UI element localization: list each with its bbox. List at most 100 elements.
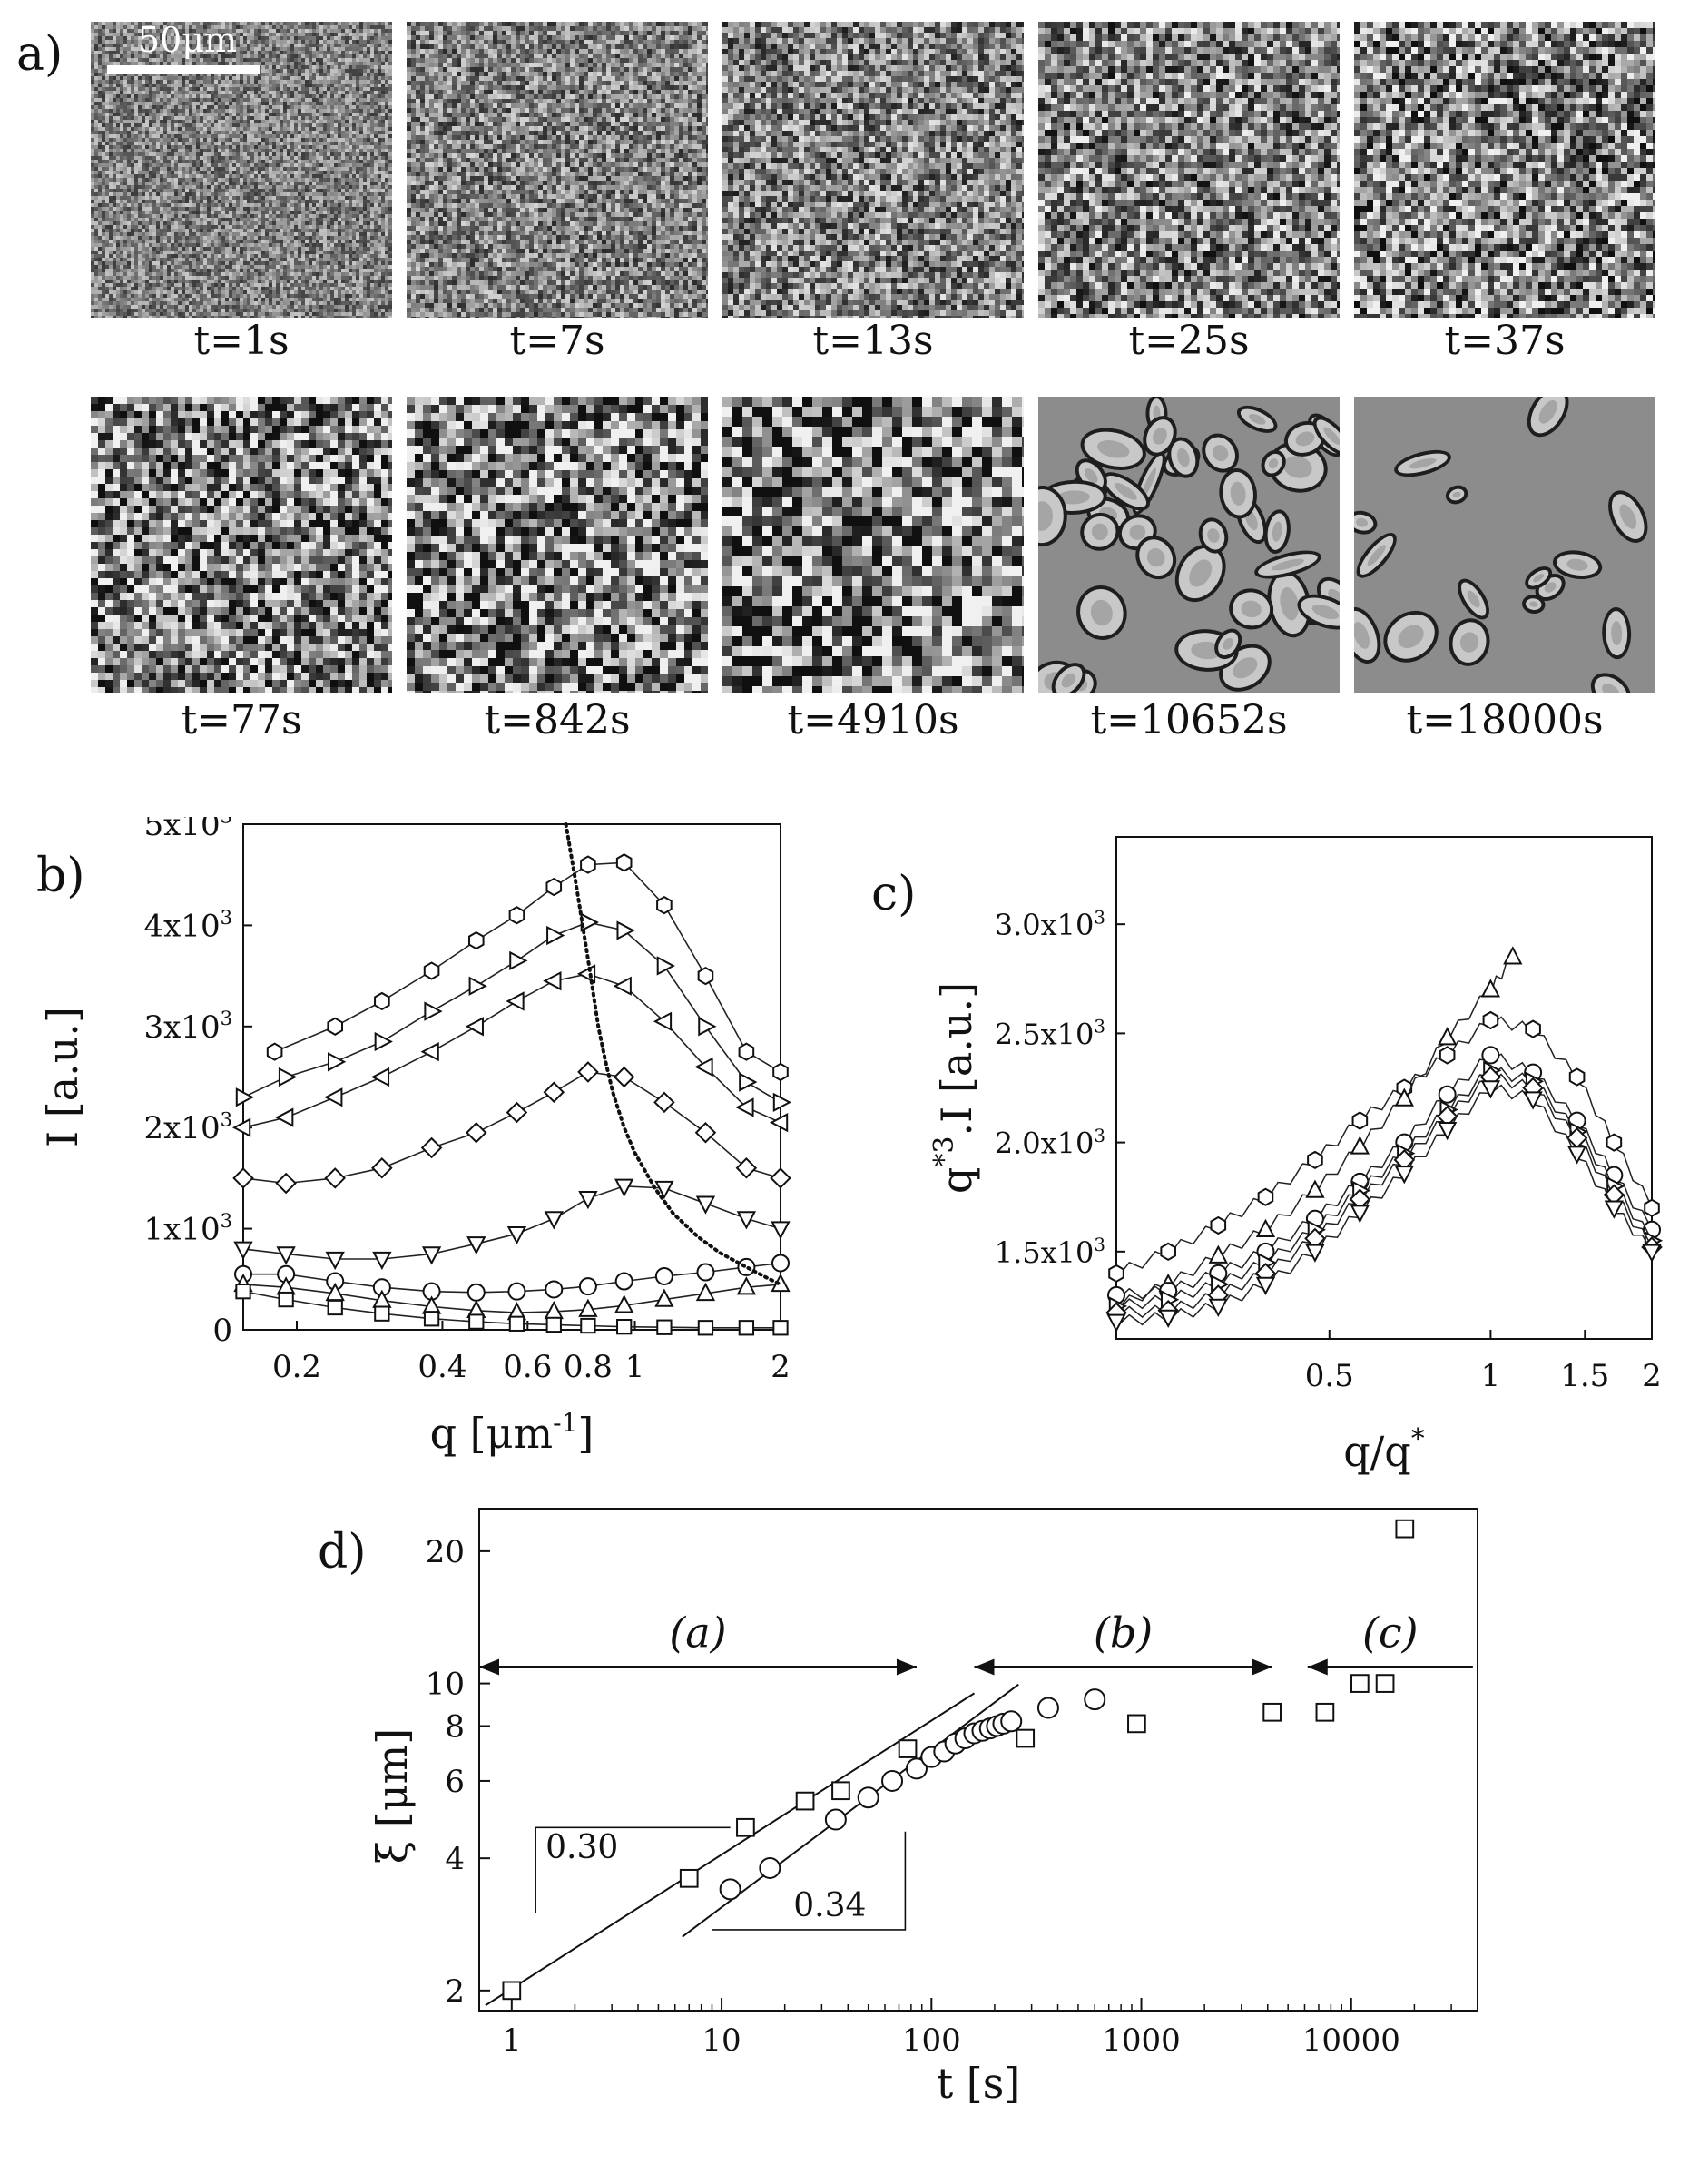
marker-triangle-up [1480,979,1501,998]
marker-circle [654,1266,673,1285]
marker-triangle-down [1158,1309,1178,1329]
marker-square [468,1313,485,1330]
marker-square [545,1316,562,1333]
marker-square [235,1284,251,1300]
marker-circle [614,1272,633,1291]
marker-square [423,1311,440,1327]
marker-triangle-up [1208,1244,1228,1264]
marker-triangle-down [1566,1146,1587,1165]
marker-triangle-right [656,956,675,976]
series-1-hexagon [1108,1010,1660,1284]
marker-triangle-left [653,1011,673,1031]
series-6-triangle-down [1106,1080,1662,1333]
marker-triangle-down [325,1251,345,1271]
y-axis-label: I [a.u.] [38,1007,87,1147]
x-tick-label: 1 [625,1349,645,1385]
marker-triangle-left [420,1041,439,1062]
series-line [1115,1073,1653,1319]
marker-hexagon [697,966,714,986]
marker-square [1016,1728,1036,1748]
marker-triangle-down [1255,1276,1276,1295]
marker-circle [1084,1688,1106,1711]
marker-triangle-down [1305,1244,1325,1263]
marker-triangle-up [614,1294,634,1313]
marker-hexagon [580,855,596,874]
y-tick-label: 2x103 [144,1108,233,1147]
peak-trajectory-dotted [564,822,782,1286]
marker-triangle-up [1255,1218,1276,1237]
marker-square [656,1319,673,1335]
marker-hexagon [656,895,673,915]
marker-square [831,1781,850,1801]
marker-triangle-right [772,1092,792,1113]
marker-hexagon [772,1062,789,1082]
micrograph-time-label: t=25s [1038,318,1340,364]
series-6-circle [234,1254,790,1302]
marker-triangle-down [578,1190,598,1210]
micrograph-4 [1038,22,1340,318]
marker-square [508,1315,525,1332]
y-axis-label: q*3.I [a.u.] [928,982,981,1194]
marker-square [1350,1674,1370,1693]
slope-indicator-1 [535,1826,731,1913]
regime-arrow-2 [974,1658,1272,1676]
x-axis-label: t [s] [937,2059,1021,2108]
marker-triangle-up [1503,946,1523,965]
x-axis-label: q [μm-1] [430,1408,594,1458]
y-tick-label: 10 [426,1667,465,1703]
marker-hexagon [1439,1046,1456,1065]
chart-b-intensity: 0.2 0.4 0.6 0.8 1 2 0 1x103 2x103 3x103 4x103 5x103… [38,817,792,1458]
marker-triangle-right [278,1067,298,1087]
micrograph-time-label: t=37s [1354,318,1655,364]
marker-diamond [232,1167,254,1189]
marker-diamond [420,1136,443,1159]
scale-bar-label: 50μm [138,20,237,60]
y-tick-label: 2.0x103 [995,1126,1105,1161]
marker-triangle-left [613,976,632,996]
marker-square [1262,1702,1282,1722]
marker-triangle-down [372,1251,392,1271]
marker-hexagon [423,961,440,980]
marker-triangle-down [771,1221,791,1240]
series-line [242,973,781,1128]
marker-circle [759,1856,781,1879]
marker-triangle-down [544,1211,564,1230]
marker-diamond [613,1066,635,1088]
marker-hexagon [467,930,485,950]
marker-square [795,1791,815,1811]
marker-triangle-left [506,991,525,1011]
marker-square [1375,1674,1395,1693]
marker-square [502,1981,522,2001]
marker-triangle-right [698,1017,717,1037]
marker-triangle-down [233,1241,253,1260]
plot-frame [1115,836,1653,1340]
marker-square [898,1739,918,1758]
micrograph-time-label: t=4910s [722,697,1024,743]
micrograph-time-label: t=10652s [1038,697,1340,743]
y-tick-label: 20 [426,1534,465,1570]
marker-square [278,1291,294,1308]
micrograph-10 [1354,397,1655,693]
series-7-triangle-up [233,1273,791,1321]
marker-triangle-down [421,1246,442,1265]
micrograph-time-label: t=77s [91,697,392,743]
marker-circle [881,1769,904,1792]
marker-circle [857,1786,879,1809]
marker-triangle-down [466,1236,486,1255]
series-line [1115,956,1514,1313]
marker-triangle-up [736,1276,757,1295]
x-tick-label: 10 [702,2022,741,2059]
regime-label: (a) [669,1608,726,1657]
marker-diamond [770,1167,791,1189]
marker-hexagon [1210,1215,1227,1235]
fit-line-1 [485,1692,976,2007]
chart-c-scaled-intensity: 0.5 1 1.5 2 1.5x103 2.0x103 2.5x103 3.0x103 q/q*… [928,836,1664,1476]
x-tick-label: 1.5 [1560,1358,1609,1394]
marker-triangle-left [324,1087,343,1107]
series-line [242,921,781,1104]
micrograph-5 [1354,22,1655,318]
panel-label-c: c) [871,867,916,921]
series-line [242,1071,781,1185]
marker-square [616,1319,633,1335]
marker-circle [824,1808,847,1831]
